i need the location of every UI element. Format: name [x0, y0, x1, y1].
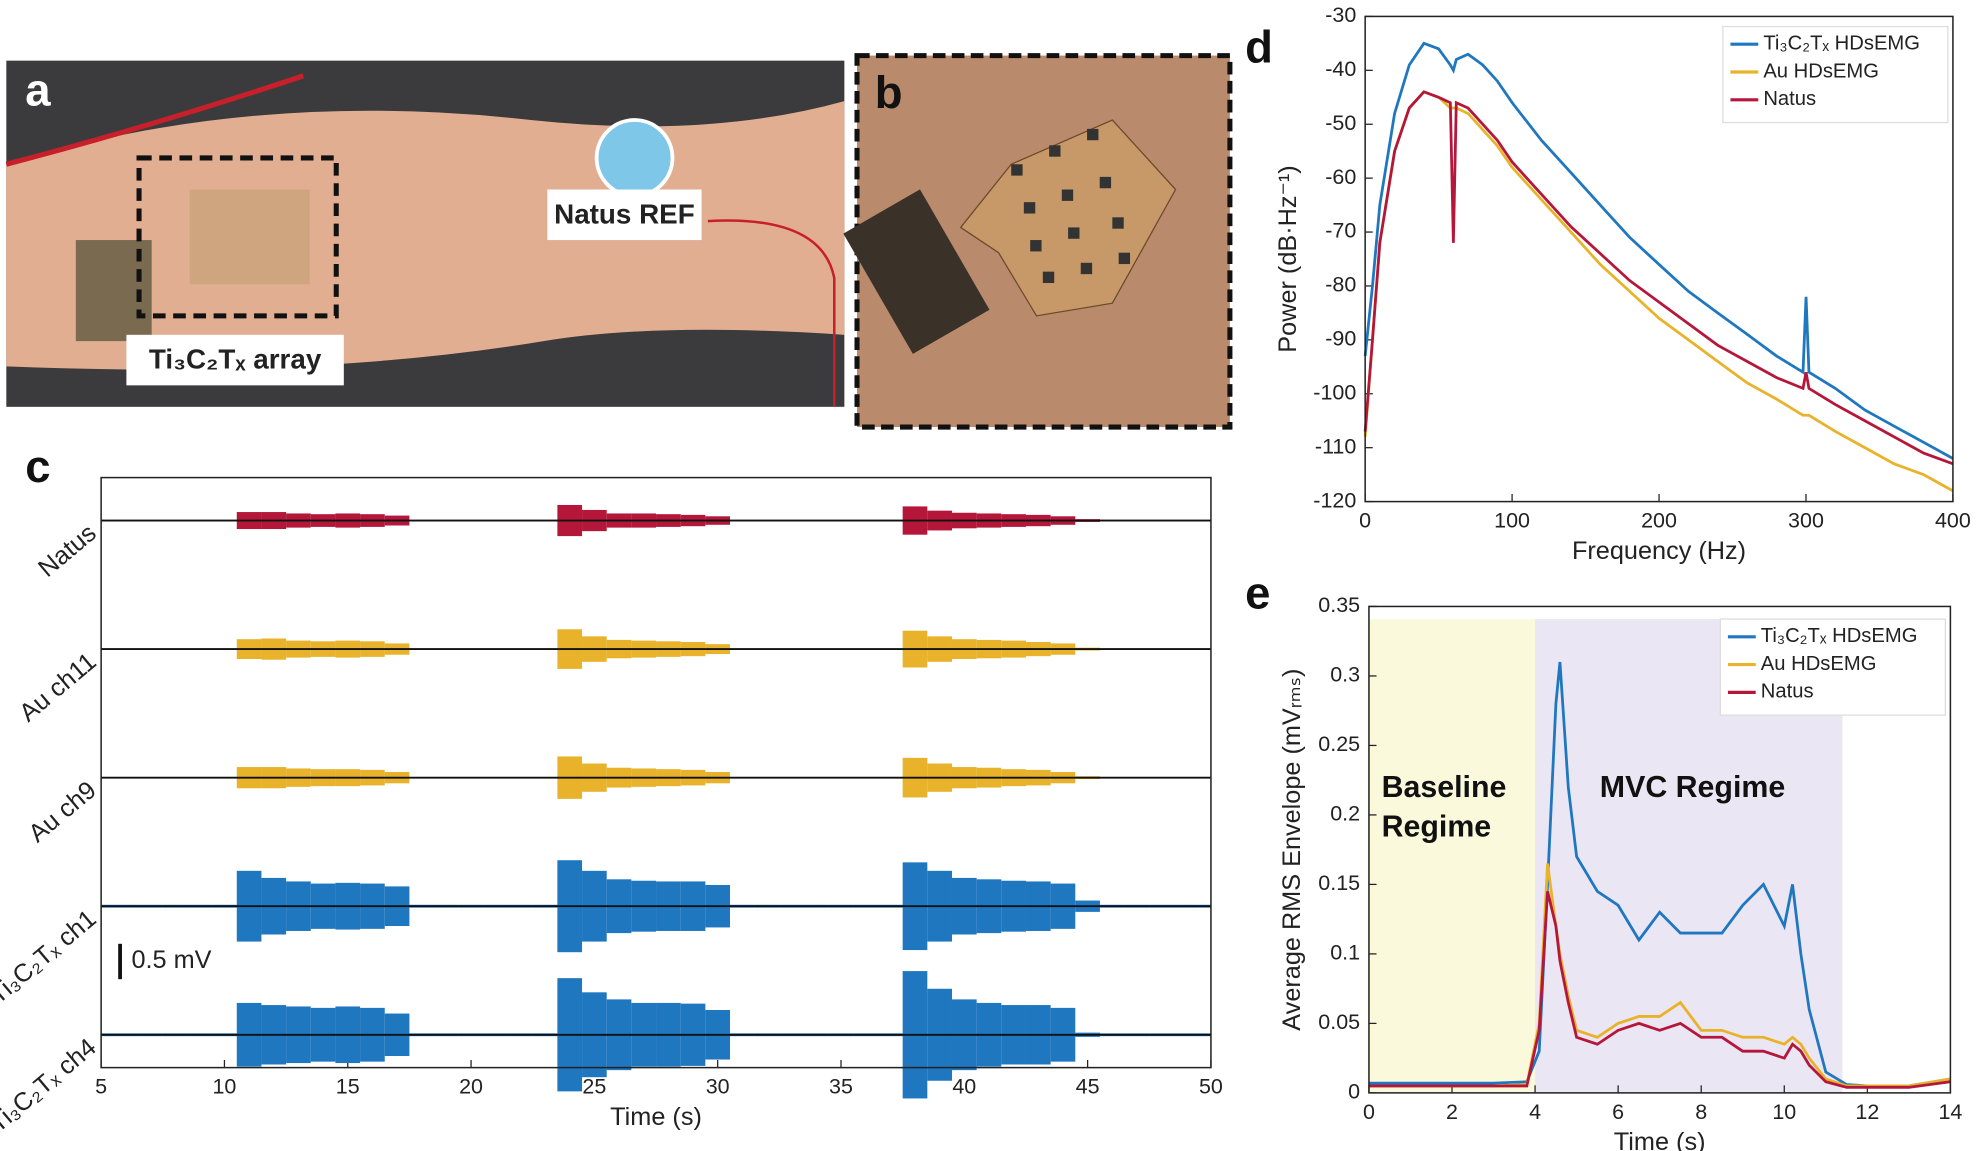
x-tick-label: 14 [1938, 1100, 1962, 1124]
y-tick-label: 0.05 [1318, 1010, 1360, 1034]
y-tick-label: 0.35 [1318, 593, 1360, 617]
region-label: Baseline Regime [1381, 770, 1507, 844]
series-line [1363, 90, 1954, 466]
y-tick-label: 0.25 [1318, 732, 1360, 756]
y-tick-label: 0.3 [1330, 663, 1360, 687]
y-tick-label: -100 [1313, 380, 1356, 404]
y-axis-label: Power (dB·Hz⁻¹) [1274, 165, 1302, 352]
trace-label: Ti₃C₂Tₓ ch4 [0, 1033, 102, 1138]
x-tick-label: 400 [1935, 508, 1971, 532]
series-line [1363, 41, 1954, 460]
trace-label: Au ch11 [14, 647, 102, 727]
y-tick-label: 0 [1348, 1080, 1360, 1104]
series-line [1368, 891, 1951, 1089]
annotation: Natus REF [554, 198, 695, 229]
label-box [547, 189, 702, 241]
plot-frame [1368, 605, 1952, 1094]
legend-box [1719, 618, 1946, 716]
x-tick-label: 20 [459, 1075, 483, 1099]
y-tick-label: -30 [1325, 3, 1356, 27]
x-tick-label: 40 [952, 1075, 976, 1099]
trace-label: Ti₃C₂Tₓ ch1 [0, 905, 102, 1010]
electrodes [1011, 128, 1131, 284]
x-tick-label: 0 [1363, 1100, 1375, 1124]
y-tick-label: 0.2 [1330, 802, 1360, 826]
array [189, 189, 310, 285]
x-tick-label: 15 [336, 1075, 360, 1099]
x-tick-label: 4 [1529, 1100, 1541, 1124]
trace-label: Au ch9 [23, 776, 101, 848]
dashed-box [136, 155, 339, 319]
region-label-box: MVC Regime [1599, 770, 1786, 805]
x-tick-label: 45 [1076, 1075, 1100, 1099]
scale-bar-label: 0.5 mV [131, 946, 211, 974]
x-tick-label: 2 [1446, 1100, 1458, 1124]
legend-label: Natus [1761, 681, 1814, 703]
x-tick-label: 25 [582, 1075, 606, 1099]
natus-electrode [594, 118, 675, 198]
label-box [126, 334, 344, 386]
legend-label: Ti₃C₂Tₓ HDsEMG [1763, 33, 1920, 55]
trace-label: Natus [33, 519, 102, 583]
region [1368, 619, 1536, 1093]
plot-frame [1364, 15, 1954, 503]
annotation: Ti₃C₂Tₓ array [149, 344, 322, 375]
legend-label: Ti₃C₂Tₓ HDsEMG [1761, 625, 1918, 647]
legend-label: Au HDsEMG [1761, 653, 1877, 675]
connector [843, 189, 990, 354]
x-tick-label: 12 [1855, 1100, 1879, 1124]
legend-box [1722, 25, 1949, 124]
x-tick-label: 100 [1494, 508, 1530, 532]
x-tick-label: 35 [829, 1075, 853, 1099]
x-tick-label: 300 [1788, 508, 1824, 532]
series-line [1368, 661, 1951, 1088]
x-tick-label: 50 [1199, 1075, 1223, 1099]
y-tick-label: -110 [1315, 434, 1356, 458]
y-tick-label: -70 [1325, 219, 1356, 243]
x-tick-label: 6 [1612, 1100, 1624, 1124]
y-tick-label: -60 [1325, 165, 1356, 189]
panel-label: e [1245, 567, 1270, 618]
panel-label: d [1245, 22, 1273, 73]
x-tick-label: 10 [1772, 1100, 1796, 1124]
series-line [1363, 90, 1954, 493]
panel-label: c [25, 441, 50, 492]
x-axis-label: Time (s) [610, 1103, 702, 1131]
legend-label: Au HDsEMG [1763, 60, 1879, 82]
region-label-box: Baseline Regime [1381, 770, 1507, 844]
x-axis-label: Time (s) [1614, 1128, 1706, 1151]
region-label: MVC Regime [1599, 770, 1786, 805]
photo-a: Natus REF Ti₃C₂Tₓ array a [5, 60, 845, 407]
plot-frame [100, 476, 1212, 1069]
x-tick-label: 10 [212, 1075, 236, 1099]
cable [707, 219, 836, 407]
x-tick-label: 8 [1695, 1100, 1707, 1124]
legend-label: Natus [1763, 88, 1816, 110]
y-tick-label: -120 [1313, 488, 1356, 512]
photo-b: b [843, 53, 1233, 430]
y-tick-label: -40 [1325, 57, 1356, 81]
y-tick-label: 0.1 [1330, 941, 1360, 965]
y-tick-label: -90 [1325, 327, 1356, 351]
y-tick-label: -50 [1325, 111, 1356, 135]
y-tick-label: 0.15 [1318, 871, 1360, 895]
y-tick-label: -80 [1325, 273, 1356, 297]
x-tick-label: 0 [1359, 508, 1371, 532]
y-axis-label: Average RMS Envelope (mVᵣₘₛ) [1278, 669, 1306, 1031]
x-axis-label: Frequency (Hz) [1572, 537, 1746, 565]
x-tick-label: 5 [95, 1075, 107, 1099]
panel-label: a [25, 65, 51, 116]
cable [5, 73, 305, 167]
x-tick-label: 200 [1641, 508, 1677, 532]
x-tick-label: 30 [706, 1075, 730, 1099]
panel-label: b [875, 67, 903, 118]
